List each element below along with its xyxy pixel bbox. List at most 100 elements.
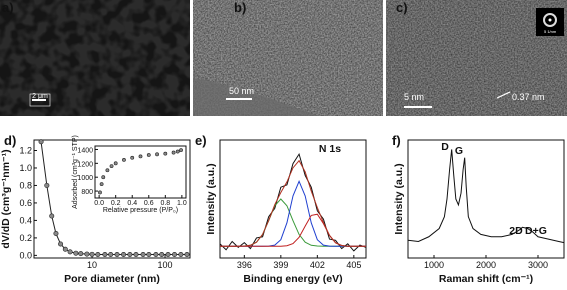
- image-b: 50 nm b): [193, 0, 383, 116]
- plot-frame: [33, 139, 191, 259]
- chart: 10 100 0.0 0.2 0.4 0.6 0.8 1.0 1.2 Pore diameter …: [0, 139, 191, 285]
- data-point: [62, 246, 68, 252]
- data-point: [178, 252, 184, 258]
- series-line: [220, 198, 366, 247]
- data-point: [109, 164, 114, 169]
- data-point: [101, 175, 106, 180]
- data-point: [146, 252, 152, 258]
- data-point: [130, 155, 135, 160]
- y-tick-label: 0.4: [19, 215, 32, 225]
- panel-label: f): [392, 133, 401, 148]
- series-line: [220, 159, 366, 247]
- data-point: [140, 252, 146, 258]
- y-axis-label: Adsorbed (cm³g⁻¹ STP): [72, 135, 79, 209]
- series-line: [219, 152, 367, 252]
- x-tick-label: 0.8: [160, 200, 170, 207]
- data-point: [163, 151, 168, 156]
- data-point: [89, 251, 95, 257]
- data-point: [44, 182, 50, 188]
- x-axis-label: Binding energy (eV): [243, 273, 342, 285]
- x-tick-label: 1.0: [177, 200, 187, 207]
- data-point: [114, 252, 120, 258]
- plot-frame: [407, 139, 565, 259]
- data-point: [127, 252, 133, 258]
- data-point: [99, 182, 104, 187]
- data-point: [73, 250, 79, 256]
- y-tick-label: 1.2: [19, 145, 32, 155]
- y-tick-label: 1400: [77, 147, 93, 154]
- x-tick-label: 405: [346, 260, 361, 270]
- data-point: [53, 231, 59, 237]
- data-point: [175, 149, 180, 154]
- data-point: [102, 252, 108, 258]
- panel-label: d): [4, 133, 16, 148]
- annotation: D: [441, 141, 449, 153]
- data-point: [165, 252, 171, 258]
- y-tick-label: 0.6: [19, 198, 32, 208]
- y-tick-label: 1000: [77, 175, 93, 182]
- x-tick-label: 396: [237, 260, 252, 270]
- data-point: [172, 252, 178, 258]
- chart: 1000 2000 3000 Raman shift (cm⁻¹) Intensity …: [393, 139, 565, 285]
- panel-label: c): [396, 0, 408, 15]
- data-point: [49, 213, 55, 219]
- chart: 0.0 0.2 0.4 0.6 0.8 1.0 800 1000 1200 1400 Relativ…: [72, 135, 187, 214]
- data-point: [108, 252, 114, 258]
- y-axis-label: Intensity (a.u.): [205, 163, 217, 234]
- panel-label: b): [234, 0, 246, 15]
- data-point: [146, 153, 151, 157]
- image-a: 2 μm a): [0, 0, 190, 116]
- x-tick-label: 0.4: [127, 200, 137, 207]
- x-axis-label: Pore diameter (nm): [64, 273, 160, 285]
- x-tick-label: 0.2: [111, 200, 121, 207]
- annotation: 2D: [509, 225, 523, 237]
- x-tick-label: 0.0: [94, 200, 104, 207]
- data-point: [95, 252, 101, 258]
- x-tick-label: 1000: [424, 260, 444, 270]
- spacing-label: 0.37 nm: [512, 92, 545, 102]
- y-tick-label: 0.0: [19, 250, 32, 260]
- x-tick-label: 399: [273, 260, 288, 270]
- y-axis-label: dV/dD (cm³g⁻¹nm⁻¹): [0, 149, 12, 248]
- x-tick-label: 402: [310, 260, 325, 270]
- data-point: [153, 252, 159, 258]
- x-tick-label: 100: [158, 260, 173, 270]
- data-point: [38, 139, 44, 145]
- scale-text: 5 nm: [404, 92, 424, 102]
- data-point: [67, 249, 73, 255]
- x-tick-label: 10: [87, 260, 97, 270]
- data-point: [171, 150, 176, 155]
- y-axis-label: Intensity (a.u.): [393, 163, 405, 234]
- data-point: [122, 157, 126, 162]
- x-axis-label: Relative pressure (P/P₀): [103, 207, 178, 214]
- data-point: [105, 168, 110, 173]
- data-point: [184, 252, 190, 258]
- series-line: [220, 179, 366, 247]
- data-point: [138, 154, 143, 159]
- scale-text: 50 nm: [229, 86, 254, 96]
- data-point: [58, 241, 64, 247]
- inset-scale: 5 1/nm: [544, 29, 557, 34]
- panel-label: e): [195, 133, 207, 148]
- data-point: [113, 161, 118, 166]
- series-line: [220, 213, 366, 247]
- y-tick-label: 0.2: [19, 233, 32, 243]
- data-point: [121, 252, 127, 258]
- y-tick-label: 1200: [77, 161, 93, 168]
- data-point: [78, 251, 84, 257]
- annotation: N 1s: [319, 143, 341, 155]
- y-tick-label: 1.0: [19, 163, 32, 173]
- image-c: 5 1/nm 0.37 nm 5 nm c): [386, 0, 567, 116]
- plot-frame: [219, 139, 367, 259]
- annotation: D+G: [525, 225, 547, 237]
- x-tick-label: 0.6: [144, 200, 154, 207]
- x-tick-label: 2000: [476, 260, 496, 270]
- data-point: [179, 148, 183, 153]
- x-axis-label: Raman shift (cm⁻¹): [439, 273, 533, 285]
- x-tick-label: 3000: [528, 260, 548, 270]
- y-tick-label: 800: [81, 189, 93, 196]
- scale-text: 2 μm: [32, 93, 48, 100]
- chart: 396 399 402 405 Binding energy (eV) Intensity…: [205, 139, 367, 285]
- annotation: G: [455, 145, 463, 157]
